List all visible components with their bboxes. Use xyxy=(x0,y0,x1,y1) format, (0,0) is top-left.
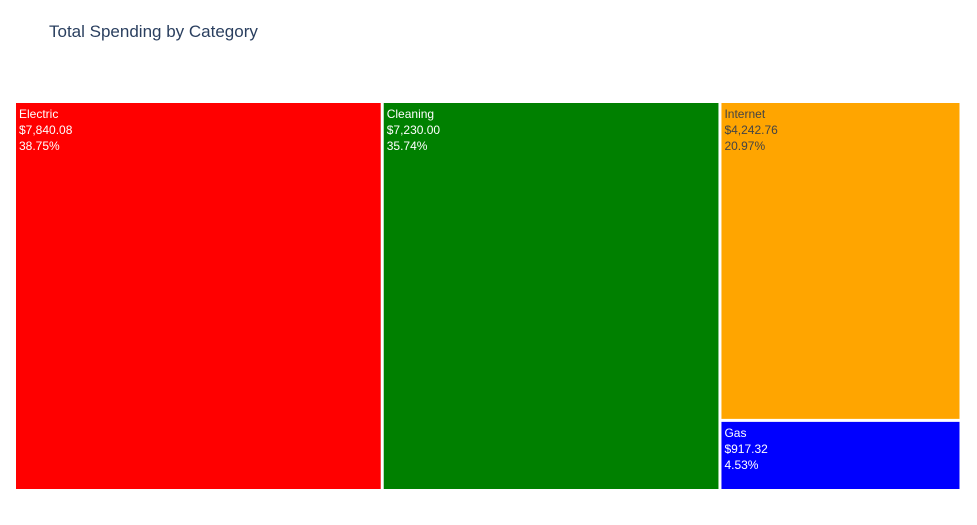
tile-label: Cleaning xyxy=(387,107,434,121)
tile-gas[interactable]: Gas $917.32 4.53% xyxy=(721,421,960,489)
tile-value: $7,230.00 xyxy=(387,123,441,137)
tile-internet[interactable]: Internet $4,242.76 20.97% xyxy=(721,103,960,419)
tile-percent: 4.53% xyxy=(724,458,758,472)
tile-electric[interactable]: Electric $7,840.08 38.75% xyxy=(16,103,381,489)
chart-title: Total Spending by Category xyxy=(49,22,258,41)
tile-value: $4,242.76 xyxy=(724,123,778,137)
tile-rect-gas[interactable] xyxy=(721,421,960,489)
tile-percent: 35.74% xyxy=(387,139,428,153)
tile-rect-electric[interactable] xyxy=(16,103,381,489)
tile-label: Electric xyxy=(19,107,58,121)
tile-rect-cleaning[interactable] xyxy=(383,103,719,489)
tile-rect-internet[interactable] xyxy=(721,103,960,419)
tile-value: $917.32 xyxy=(724,442,768,456)
tile-percent: 38.75% xyxy=(19,139,60,153)
tile-label: Internet xyxy=(724,107,765,121)
tile-cleaning[interactable]: Cleaning $7,230.00 35.74% xyxy=(383,103,719,489)
tile-value: $7,840.08 xyxy=(19,123,73,137)
tile-percent: 20.97% xyxy=(724,139,765,153)
tile-label: Gas xyxy=(724,426,746,440)
